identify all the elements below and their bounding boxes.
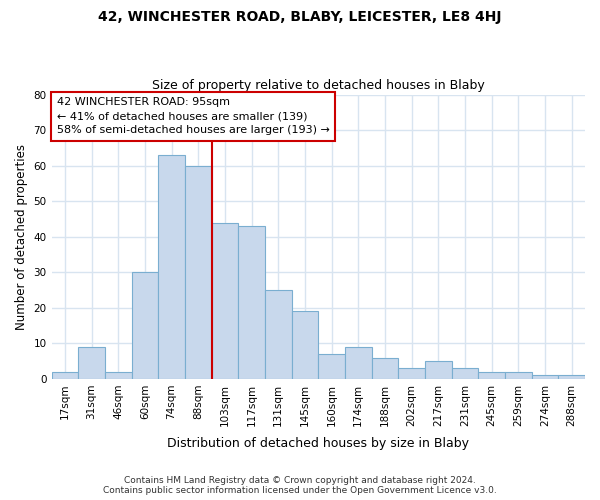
- Bar: [505, 372, 532, 379]
- Text: 42 WINCHESTER ROAD: 95sqm
← 41% of detached houses are smaller (139)
58% of semi: 42 WINCHESTER ROAD: 95sqm ← 41% of detac…: [57, 98, 330, 136]
- Bar: [452, 368, 478, 379]
- Bar: [265, 290, 292, 379]
- Bar: [398, 368, 425, 379]
- Bar: [559, 376, 585, 379]
- Bar: [131, 272, 158, 379]
- Text: 42, WINCHESTER ROAD, BLABY, LEICESTER, LE8 4HJ: 42, WINCHESTER ROAD, BLABY, LEICESTER, L…: [98, 10, 502, 24]
- X-axis label: Distribution of detached houses by size in Blaby: Distribution of detached houses by size …: [167, 437, 469, 450]
- Bar: [345, 347, 371, 379]
- Bar: [371, 358, 398, 379]
- Bar: [292, 312, 318, 379]
- Bar: [185, 166, 212, 379]
- Bar: [158, 155, 185, 379]
- Y-axis label: Number of detached properties: Number of detached properties: [15, 144, 28, 330]
- Bar: [318, 354, 345, 379]
- Title: Size of property relative to detached houses in Blaby: Size of property relative to detached ho…: [152, 79, 485, 92]
- Bar: [78, 347, 105, 379]
- Bar: [478, 372, 505, 379]
- Bar: [532, 376, 559, 379]
- Text: Contains HM Land Registry data © Crown copyright and database right 2024.
Contai: Contains HM Land Registry data © Crown c…: [103, 476, 497, 495]
- Bar: [212, 222, 238, 379]
- Bar: [238, 226, 265, 379]
- Bar: [425, 361, 452, 379]
- Bar: [105, 372, 131, 379]
- Bar: [52, 372, 78, 379]
